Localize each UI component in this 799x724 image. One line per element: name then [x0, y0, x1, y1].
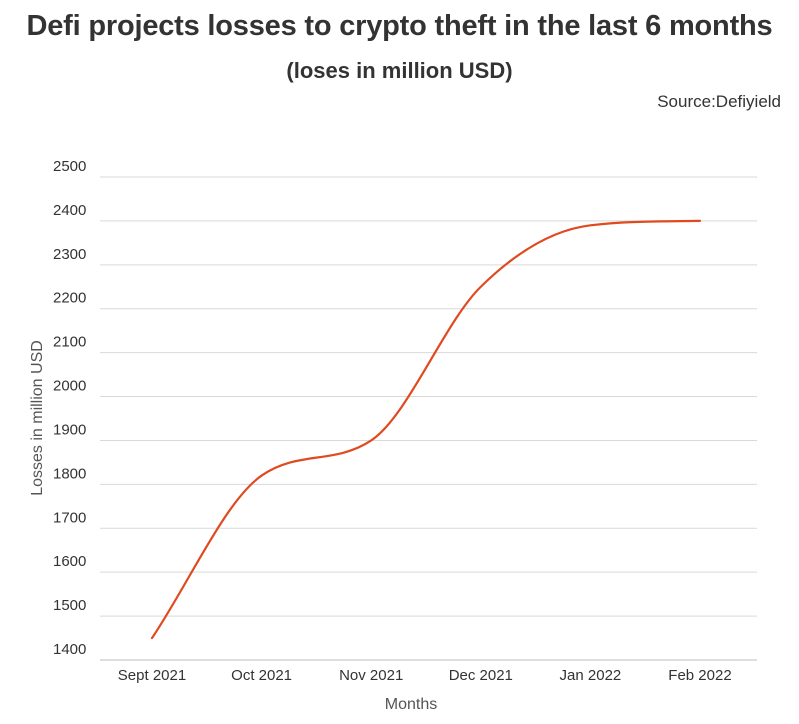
y-tick-label: 2500 [53, 158, 86, 175]
y-tick-label: 2400 [53, 202, 86, 219]
y-axis-title: Losses in million USD [29, 340, 46, 496]
y-tick-label: 2200 [53, 290, 86, 307]
y-tick-label: 2300 [53, 246, 86, 263]
y-tick-label: 1500 [53, 597, 86, 614]
y-tick-label: 1400 [53, 641, 86, 658]
series-lines [150, 219, 702, 640]
y-tick-label: 2100 [53, 334, 86, 351]
x-tick-label: Feb 2022 [668, 667, 731, 684]
y-tick-label: 1600 [53, 553, 86, 570]
x-tick-label: Nov 2021 [339, 667, 403, 684]
x-axis-ticks: Sept 2021 Oct 2021 Nov 2021 Dec 2021 Jan 202… [118, 667, 732, 684]
y-tick-label: 2000 [53, 378, 86, 395]
x-tick-label: Jan 2022 [560, 667, 622, 684]
x-tick-label: Sept 2021 [118, 667, 186, 684]
series-line [150, 219, 702, 640]
x-axis-title: Months [385, 696, 437, 713]
y-tick-label: 1900 [53, 421, 86, 438]
x-tick-label: Dec 2021 [449, 667, 513, 684]
y-tick-label: 1700 [53, 509, 86, 526]
chart-source: Source:Defiyield [657, 92, 781, 111]
y-axis-ticks: 1400 1500 1600 1700 1800 1900 2000 2100 2200 2300… [53, 158, 86, 658]
grid-lines [100, 176, 757, 661]
chart-title: Defi projects losses to crypto theft in … [26, 10, 773, 42]
chart-subtitle: (loses in million USD) [286, 58, 513, 83]
x-tick-label: Oct 2021 [231, 667, 292, 684]
y-tick-label: 1800 [53, 465, 86, 482]
